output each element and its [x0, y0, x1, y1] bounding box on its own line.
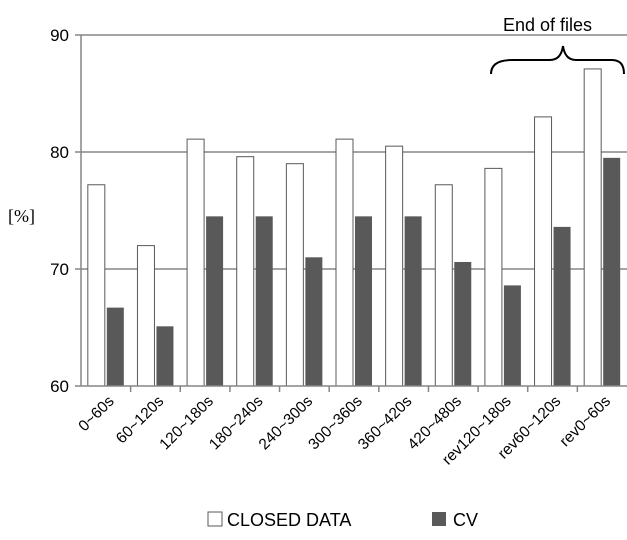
- legend-label-closed-data: CLOSED DATA: [227, 510, 351, 530]
- bar-closed-data-9: [534, 116, 553, 387]
- bar-closed-data-4: [285, 163, 304, 387]
- bar-closed-data-1: [136, 245, 155, 387]
- annotation-end-of-files: End of files: [503, 15, 592, 35]
- bar-closed-data-5: [335, 138, 354, 387]
- bar-closed-data-7: [434, 184, 453, 387]
- bar-closed-data-8: [484, 167, 503, 387]
- legend: CLOSED DATA CV: [207, 510, 478, 530]
- bar-closed-data-2: [186, 138, 205, 387]
- legend-label-cv: CV: [453, 510, 478, 530]
- bar-cv-1: [156, 326, 174, 386]
- bar-closed-data-6: [385, 145, 404, 387]
- legend-swatch-closed-data: [207, 511, 223, 527]
- bar-closed-data-0: [87, 184, 106, 387]
- x-axis-labels: 0~60s60~120s120~180s180~240s240~300s300~…: [75, 393, 614, 469]
- y-axis-ticks: 60 70 80 90: [50, 26, 81, 396]
- bar-cv-4: [305, 257, 323, 386]
- y-axis-label: [%]: [8, 206, 35, 226]
- bar-cv-8: [503, 285, 521, 386]
- y-tick-label-90: 90: [50, 26, 69, 45]
- bars: [87, 68, 621, 387]
- bar-cv-9: [553, 226, 571, 386]
- bar-cv-2: [206, 216, 224, 386]
- bar-closed-data-10: [583, 68, 602, 387]
- x-axis-ticks: [129, 386, 579, 392]
- bar-cv-0: [106, 307, 124, 386]
- bar-cv-6: [404, 216, 422, 386]
- end-of-files-brace: [490, 45, 625, 75]
- x-tick-label-0: 0~60s: [75, 393, 117, 435]
- x-tick-label-10: rev0~60s: [557, 393, 615, 451]
- legend-swatch-cv: [432, 512, 446, 526]
- bar-closed-data-3: [236, 156, 255, 387]
- bar-cv-5: [355, 216, 372, 386]
- y-tick-label-80: 80: [50, 143, 69, 162]
- bar-cv-7: [454, 261, 472, 386]
- y-tick-label-60: 60: [50, 377, 69, 396]
- bar-cv-10: [603, 157, 621, 386]
- y-tick-label-70: 70: [50, 260, 69, 279]
- bar-cv-3: [255, 216, 273, 386]
